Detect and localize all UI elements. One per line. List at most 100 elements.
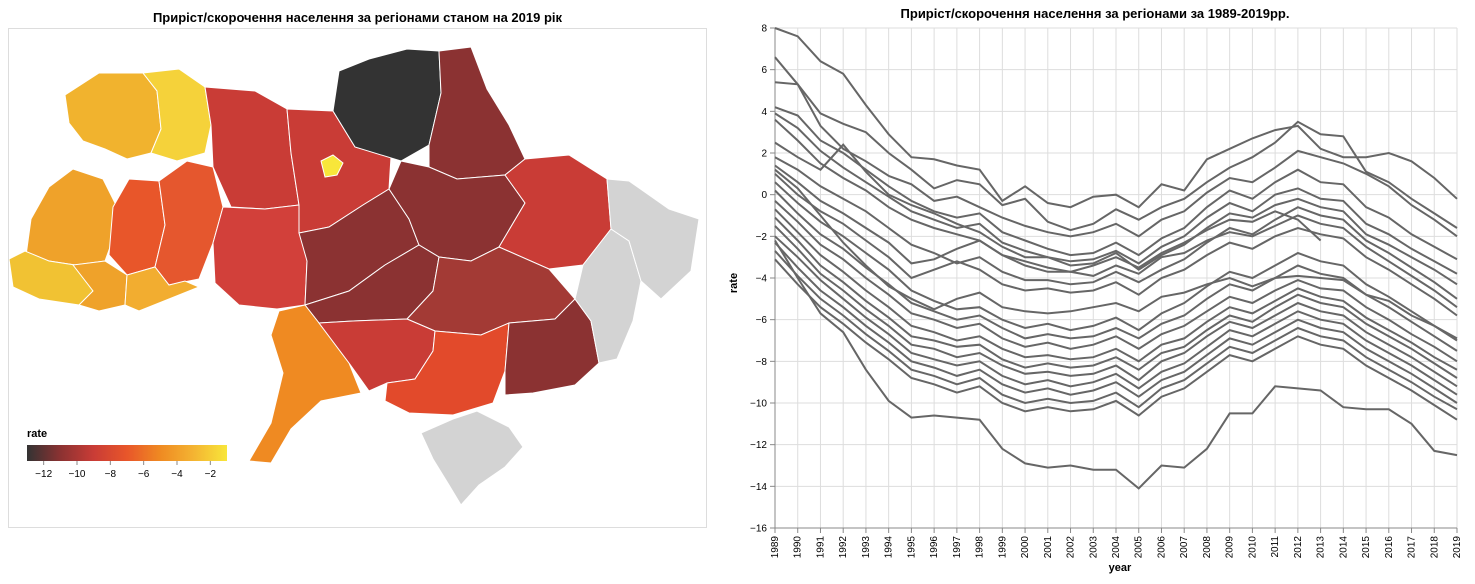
series-line-14 [774, 216, 1458, 379]
legend-tick-label: −8 [105, 469, 117, 480]
x-tick-label: 2012 [1293, 536, 1304, 559]
x-tick-label: 2014 [1338, 536, 1349, 559]
x-tick-label: 2010 [1247, 536, 1258, 559]
legend-title: rate [27, 428, 47, 440]
series-line-19 [774, 258, 1458, 421]
x-tick-label: 2001 [1043, 536, 1054, 559]
x-tick-label: 1996 [929, 536, 940, 559]
series-line-10 [774, 181, 1458, 342]
x-tick-label: 2019 [1452, 536, 1463, 559]
y-tick-label: −16 [750, 524, 767, 535]
y-tick-label: 8 [761, 24, 767, 35]
x-tick-label: 1993 [861, 536, 872, 559]
x-tick-label: 2004 [1111, 536, 1122, 559]
series-lines [774, 27, 1458, 490]
region-donetsk [574, 228, 642, 364]
series-line-5 [774, 112, 1458, 275]
y-tick-label: −8 [756, 357, 768, 368]
region-kherson [384, 322, 510, 416]
legend-gradient [27, 445, 227, 461]
x-tick-label: 1998 [975, 536, 986, 559]
legend-ticks: −12 −10 −8 −6 −4 −2 [35, 461, 216, 480]
grid-lines [774, 27, 1458, 529]
x-tick-label: 1989 [770, 536, 781, 559]
series-line-22 [774, 118, 1458, 309]
series-line-4 [774, 106, 1458, 261]
series-line-18 [774, 250, 1458, 411]
x-tick-label: 1990 [793, 536, 804, 559]
series-line-8 [774, 164, 1322, 273]
region-kyiv-city [320, 154, 344, 178]
x-tick-label: 2013 [1316, 536, 1327, 559]
x-tick-label: 1999 [997, 536, 1008, 559]
series-line-9 [774, 173, 1458, 317]
map-legend: rate −12 −10 −8 −6 −4 −2 [27, 428, 227, 480]
series-line-15 [774, 225, 1458, 388]
x-tick-label: 2015 [1361, 536, 1372, 559]
line-chart-panel: Приріст/скорочення населення за регіонам… [715, 0, 1475, 579]
x-tick-label: 2006 [1156, 536, 1167, 559]
x-tick-label: 2003 [1088, 536, 1099, 559]
series-line-2 [774, 56, 1458, 232]
legend-tick-label: −4 [171, 469, 183, 480]
series-line-1 [774, 27, 1458, 209]
y-tick-label: 6 [761, 65, 767, 76]
map-frame: rate −12 −10 −8 −6 −4 −2 [8, 28, 707, 528]
x-tick-label: 2011 [1270, 536, 1281, 558]
x-axis-label: year [1109, 562, 1132, 574]
series-line-11 [774, 189, 1458, 352]
region-khmelnytskyi [154, 160, 224, 286]
y-tick-label: 0 [761, 190, 767, 201]
x-tick-label: 2008 [1202, 536, 1213, 559]
x-tick-label: 1995 [906, 536, 917, 559]
x-tick-label: 2017 [1407, 536, 1418, 559]
y-tick-label: −2 [756, 232, 768, 243]
y-tick-label: 2 [761, 149, 767, 160]
y-tick-label: −10 [750, 399, 767, 410]
region-lviv [24, 168, 118, 266]
region-vinnytsia [212, 204, 308, 310]
x-tick-label: 1992 [838, 536, 849, 559]
x-tick-label: 2009 [1225, 536, 1236, 559]
region-luhansk [606, 178, 700, 300]
x-tick-label: 2007 [1179, 536, 1190, 559]
series-line-7 [774, 156, 1458, 300]
region-zaporizhzhia [504, 298, 600, 396]
x-tick-label: 1991 [815, 536, 826, 559]
region-chernivtsi [124, 266, 201, 312]
region-sumy [428, 46, 526, 180]
series-line-21 [774, 168, 1458, 340]
series-line-20 [774, 239, 1458, 490]
series-line-16 [774, 235, 1458, 396]
y-tick-label: −12 [750, 440, 767, 451]
region-crimea [420, 410, 524, 506]
series-line-13 [774, 208, 1458, 371]
regions-layer [8, 46, 700, 506]
x-tick-label: 2016 [1384, 536, 1395, 559]
choropleth-map: rate −12 −10 −8 −6 −4 −2 [8, 46, 700, 506]
y-tick-label: −14 [750, 482, 767, 493]
x-tick-label: 2018 [1429, 536, 1440, 559]
legend-tick-label: −10 [69, 469, 86, 480]
region-volyn [64, 72, 162, 160]
legend-tick-label: −6 [138, 469, 150, 480]
region-rivne [142, 68, 212, 162]
series-line-17 [774, 241, 1458, 404]
series-line-6 [774, 141, 1458, 286]
map-title: Приріст/скорочення населення за регіонам… [152, 10, 563, 25]
x-tick-label: 2005 [1134, 536, 1145, 559]
x-tick-label: 2002 [1066, 536, 1077, 559]
y-tick-label: 4 [761, 107, 767, 118]
x-axis: 1989 1990 1991 1992 1993 1994 1995 1996 1997 1998… [770, 527, 1463, 559]
x-tick-label: 1994 [884, 536, 895, 559]
y-tick-label: −6 [756, 315, 768, 326]
y-axis: 8 6 4 2 0 −2 −4 −6 −8 −10 −12 −14 −16 [750, 24, 776, 535]
legend-tick-label: −2 [205, 469, 217, 480]
series-line-12 [774, 200, 1458, 363]
legend-tick-label: −12 [35, 469, 52, 480]
x-tick-label: 2000 [1020, 536, 1031, 559]
y-tick-label: −4 [756, 274, 768, 285]
x-tick-label: 1997 [952, 536, 963, 559]
line-chart-title: Приріст/скорочення населення за регіонам… [900, 6, 1290, 21]
